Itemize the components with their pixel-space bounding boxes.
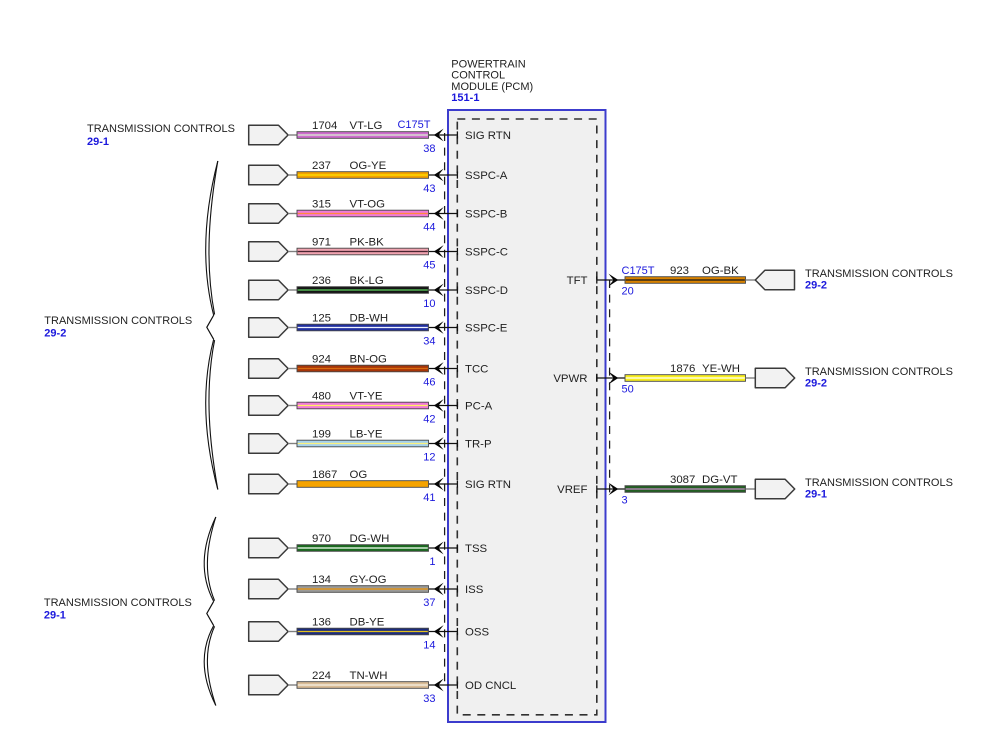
svg-text:315: 315 [312,199,331,211]
svg-text:29-2: 29-2 [805,378,827,390]
svg-text:970: 970 [312,533,331,545]
svg-text:POWERTRAIN: POWERTRAIN [451,59,525,71]
svg-text:VREF: VREF [557,484,587,496]
svg-text:TRANSMISSION CONTROLS: TRANSMISSION CONTROLS [44,315,192,327]
svg-text:VT-YE: VT-YE [350,391,383,403]
svg-text:12: 12 [423,452,435,464]
svg-text:924: 924 [312,354,331,366]
svg-text:SSPC-A: SSPC-A [465,170,508,182]
svg-text:42: 42 [423,414,435,426]
svg-text:199: 199 [312,429,331,441]
svg-text:TRANSMISSION CONTROLS: TRANSMISSION CONTROLS [87,123,235,135]
svg-text:50: 50 [622,384,634,396]
svg-text:TRANSMISSION CONTROLS: TRANSMISSION CONTROLS [805,366,953,378]
svg-text:20: 20 [622,286,634,298]
svg-text:LB-YE: LB-YE [350,429,383,441]
svg-text:971: 971 [312,237,331,249]
svg-text:YE-WH: YE-WH [702,363,740,375]
svg-text:34: 34 [423,336,435,348]
svg-text:29-2: 29-2 [44,327,66,339]
svg-text:TSS: TSS [465,543,488,555]
svg-text:ISS: ISS [465,584,484,596]
svg-text:46: 46 [423,377,435,389]
svg-text:OD CNCL: OD CNCL [465,680,516,692]
svg-text:41: 41 [423,492,435,504]
svg-text:923: 923 [670,265,689,277]
svg-text:37: 37 [423,597,435,609]
svg-text:29-1: 29-1 [87,136,109,148]
svg-text:PK-BK: PK-BK [350,237,385,249]
svg-text:SIG RTN: SIG RTN [465,479,511,491]
svg-text:OG-YE: OG-YE [350,160,387,172]
svg-text:1876: 1876 [670,363,695,375]
svg-text:10: 10 [423,298,435,310]
svg-text:3: 3 [622,495,628,507]
svg-text:TCC: TCC [465,363,488,375]
svg-text:45: 45 [423,260,435,272]
svg-text:1867: 1867 [312,469,337,481]
svg-text:480: 480 [312,391,331,403]
svg-text:BK-LG: BK-LG [350,275,384,287]
svg-text:VPWR: VPWR [553,373,587,385]
svg-text:C175T: C175T [622,265,655,277]
svg-text:TRANSMISSION CONTROLS: TRANSMISSION CONTROLS [805,268,953,280]
svg-text:1: 1 [429,556,435,568]
svg-text:3087: 3087 [670,474,695,486]
svg-text:151-1: 151-1 [451,92,479,104]
svg-text:GY-OG: GY-OG [350,574,387,586]
svg-text:TFT: TFT [567,275,588,287]
svg-text:DG-VT: DG-VT [702,474,737,486]
svg-text:TRANSMISSION CONTROLS: TRANSMISSION CONTROLS [805,477,953,489]
svg-text:TRANSMISSION CONTROLS: TRANSMISSION CONTROLS [44,597,192,609]
svg-text:125: 125 [312,313,331,325]
svg-text:29-1: 29-1 [805,489,827,501]
svg-text:TN-WH: TN-WH [350,670,388,682]
svg-text:224: 224 [312,670,331,682]
svg-text:33: 33 [423,693,435,705]
svg-text:DB-YE: DB-YE [350,617,385,629]
svg-text:SSPC-D: SSPC-D [465,285,508,297]
svg-text:DG-WH: DG-WH [350,533,390,545]
svg-text:29-2: 29-2 [805,280,827,292]
svg-text:TR-P: TR-P [465,438,492,450]
svg-text:OG-BK: OG-BK [702,265,739,277]
svg-text:1704: 1704 [312,120,337,132]
svg-text:14: 14 [423,640,435,652]
svg-text:43: 43 [423,183,435,195]
svg-text:PC-A: PC-A [465,400,493,412]
svg-text:DB-WH: DB-WH [350,313,389,325]
svg-text:SSPC-B: SSPC-B [465,208,507,220]
svg-text:VT-LG: VT-LG [350,120,383,132]
svg-text:MODULE (PCM): MODULE (PCM) [451,81,533,93]
svg-text:VT-OG: VT-OG [350,199,386,211]
svg-text:BN-OG: BN-OG [350,354,387,366]
svg-text:OG: OG [350,469,368,481]
svg-text:44: 44 [423,222,435,234]
svg-text:236: 236 [312,275,331,287]
svg-text:SIG RTN: SIG RTN [465,130,511,142]
svg-text:SSPC-E: SSPC-E [465,322,508,334]
svg-text:134: 134 [312,574,331,586]
svg-text:136: 136 [312,617,331,629]
svg-text:CONTROL: CONTROL [451,70,505,82]
svg-text:C175T: C175T [397,119,430,131]
svg-text:29-1: 29-1 [44,609,66,621]
svg-text:SSPC-C: SSPC-C [465,246,508,258]
svg-text:OSS: OSS [465,626,489,638]
svg-text:237: 237 [312,160,331,172]
svg-text:38: 38 [423,143,435,155]
